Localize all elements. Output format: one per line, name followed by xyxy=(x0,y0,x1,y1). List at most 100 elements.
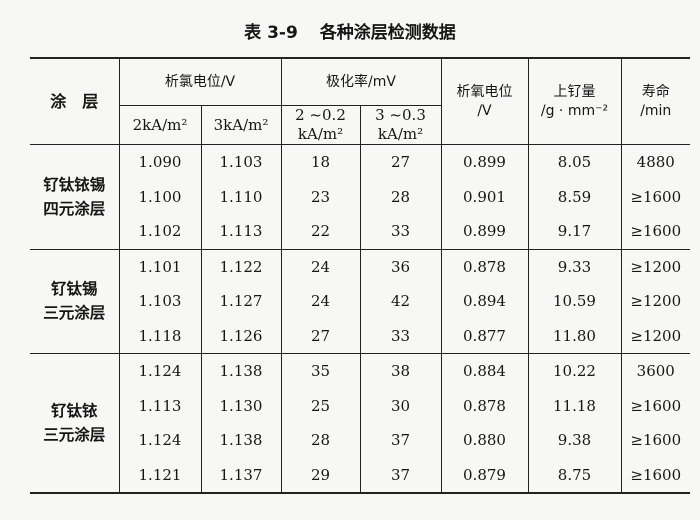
table-cell: 28 xyxy=(359,179,441,214)
table-cell: 42 xyxy=(359,284,441,319)
table-row: 1.103 1.127 24 42 0.894 10.59 ≥1200 xyxy=(30,284,690,319)
table-cell: 22 xyxy=(280,214,360,249)
header-o2-potential: 析氧电位/V xyxy=(440,58,528,145)
header-cl-3ka: 3kA/m² xyxy=(200,105,281,145)
table-cell: 9.17 xyxy=(527,214,621,249)
table-cell: ≥1600 xyxy=(620,388,690,423)
table-cell: 0.878 xyxy=(440,248,528,284)
coating-name-line: 钌钛铱锡 xyxy=(43,175,106,194)
table-cell: 35 xyxy=(280,353,360,389)
table-cell: 10.59 xyxy=(527,284,621,319)
table-cell: 1.110 xyxy=(200,179,281,214)
table-cell: 38 xyxy=(359,353,441,389)
table-cell: 0.899 xyxy=(440,144,528,180)
table-cell: ≥1200 xyxy=(620,284,690,319)
table-cell: 29 xyxy=(280,457,360,493)
table-cell: ≥1200 xyxy=(620,248,690,284)
table-cell: 0.884 xyxy=(440,353,528,389)
table-title: 表 3-9 各种涂层检测数据 xyxy=(0,18,700,43)
coating-name-line: 三元涂层 xyxy=(43,426,106,444)
table-cell: 0.901 xyxy=(440,179,528,214)
table-cell: 1.127 xyxy=(200,284,281,319)
table-cell: 11.18 xyxy=(527,388,621,423)
table-row: 钌钛铱锡 四元涂层 1.090 1.103 18 27 0.899 8.05 4880 xyxy=(30,144,690,249)
table-cell: 27 xyxy=(280,318,360,354)
table-cell: 1.138 xyxy=(200,423,281,458)
table-row: 1.121 1.137 29 37 0.879 8.75 ≥1600 xyxy=(30,457,690,493)
table-cell: ≥1600 xyxy=(620,423,690,458)
table-cell: 8.05 xyxy=(527,144,621,180)
header-o2-line2: /V xyxy=(477,102,492,119)
coating-name-line: 三元涂层 xyxy=(43,304,106,323)
table-cell: 37 xyxy=(359,423,441,458)
table-cell: 33 xyxy=(359,214,441,249)
table-cell: 0.899 xyxy=(440,214,528,249)
table-row: 钌钛铱 三元涂层 1.124 1.138 35 38 0.884 10.22 3600 xyxy=(30,353,690,493)
table-cell: 9.38 xyxy=(527,423,621,458)
table-cell: ≥1200 xyxy=(620,318,690,354)
table-cell: 1.103 xyxy=(200,144,281,180)
header-life-line2: /min xyxy=(640,102,672,119)
table-row: 1.124 1.138 28 37 0.880 9.38 ≥1600 xyxy=(30,423,690,458)
coating-name: 钌钛铱 三元涂层 xyxy=(30,353,119,493)
table-row: 1.100 1.110 23 28 0.901 8.59 ≥1600 xyxy=(30,179,690,214)
table-number: 表 3-9 xyxy=(244,23,298,43)
table-cell: 1.113 xyxy=(118,388,201,423)
coating-name: 钌钛铱锡 四元涂层 xyxy=(30,144,119,249)
table-cell: 25 xyxy=(280,388,360,423)
table-cell: 3600 xyxy=(620,353,690,389)
table-cell: 1.138 xyxy=(200,353,281,389)
header-ru-loading: 上钌量/g · mm⁻² xyxy=(527,58,621,145)
coating-name-line: 钌钛锡 xyxy=(50,280,98,299)
table-cell: 1.124 xyxy=(118,353,201,389)
coating-name: 钌钛锡 三元涂层 xyxy=(30,248,119,354)
table-cell: ≥1600 xyxy=(620,179,690,214)
table-cell: 1.113 xyxy=(200,214,281,249)
header-pol3-line2: kA/m² xyxy=(377,125,424,143)
table-cell: 1.100 xyxy=(118,179,201,214)
table-cell: 1.126 xyxy=(200,318,281,354)
header-pol3-line1: 3 ~0.3 xyxy=(375,106,426,124)
table-cell: 0.894 xyxy=(440,284,528,319)
table-cell: 11.80 xyxy=(527,318,621,354)
table-cell: 23 xyxy=(280,179,360,214)
table-row: 1.118 1.126 27 33 0.877 11.80 ≥1200 xyxy=(30,318,690,354)
header-pol2-line1: 2 ~0.2 xyxy=(295,106,346,124)
table-row: 钌钛锡 三元涂层 1.101 1.122 24 36 0.878 9.33 ≥1200 xyxy=(30,248,690,354)
header-ru-line1: 上钌量 xyxy=(553,83,596,100)
table-cell: 1.130 xyxy=(200,388,281,423)
header-life: 寿命/min xyxy=(620,58,690,145)
table-cell: 24 xyxy=(280,248,360,284)
coating-name-line: 四元涂层 xyxy=(43,199,106,218)
table-row: 1.102 1.113 22 33 0.899 9.17 ≥1600 xyxy=(30,214,690,249)
table-cell: 10.22 xyxy=(527,353,621,389)
table-cell: 0.878 xyxy=(440,388,528,423)
table-cell: 1.122 xyxy=(200,248,281,284)
header-life-line1: 寿命 xyxy=(641,83,670,100)
header-cl-2ka: 2kA/m² xyxy=(118,105,201,145)
table-cell: 18 xyxy=(280,144,360,180)
table-cell: 0.877 xyxy=(440,318,528,354)
header-pol-3ka: 3 ~0.3 kA/m² xyxy=(359,105,441,145)
table-body: 钌钛铱锡 四元涂层 1.090 1.103 18 27 0.899 8.05 4880 1.100… xyxy=(30,144,690,493)
table-cell: 1.101 xyxy=(118,248,201,284)
table-cell: 0.879 xyxy=(440,457,528,493)
table-cell: 36 xyxy=(359,248,441,284)
header-polarization: 极化率/mV xyxy=(280,58,441,106)
table-cell: 8.75 xyxy=(527,457,621,493)
table-cell: 8.59 xyxy=(527,179,621,214)
coating-name-line: 钌钛铱 xyxy=(50,402,98,420)
table-cell: 1.124 xyxy=(118,423,201,458)
table-cell: 24 xyxy=(280,284,360,319)
table-cell: 33 xyxy=(359,318,441,354)
table-cell: 1.118 xyxy=(118,318,201,354)
coating-data-table: 涂 层 析氯电位/V 极化率/mV 析氧电位/V 上钌量/g · mm⁻² 寿命… xyxy=(30,57,690,494)
table-cell: 1.102 xyxy=(118,214,201,249)
table-cell: 27 xyxy=(359,144,441,180)
header-pol-2ka: 2 ~0.2 kA/m² xyxy=(280,105,360,145)
table-row: 1.113 1.130 25 30 0.878 11.18 ≥1600 xyxy=(30,388,690,423)
table-cell: ≥1600 xyxy=(620,457,690,493)
header-coating: 涂 层 xyxy=(30,58,119,145)
header-cl-potential: 析氯电位/V xyxy=(118,58,281,106)
